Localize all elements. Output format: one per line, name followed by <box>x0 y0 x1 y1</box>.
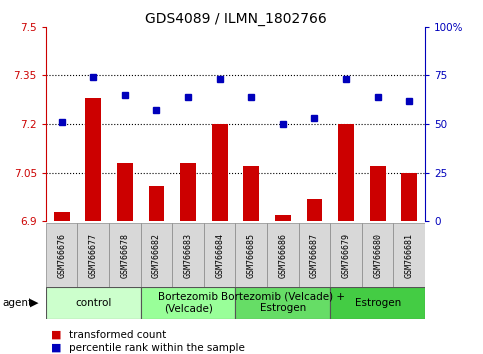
Text: Estrogen: Estrogen <box>355 298 401 308</box>
Bar <box>180 163 196 221</box>
FancyBboxPatch shape <box>362 223 394 289</box>
FancyBboxPatch shape <box>46 287 141 319</box>
Text: ■: ■ <box>51 330 61 339</box>
Text: Bortezomib
(Velcade): Bortezomib (Velcade) <box>158 292 218 314</box>
Bar <box>243 166 259 221</box>
FancyBboxPatch shape <box>141 287 236 319</box>
Text: GSM766680: GSM766680 <box>373 233 382 278</box>
FancyBboxPatch shape <box>109 223 141 289</box>
Text: percentile rank within the sample: percentile rank within the sample <box>69 343 245 353</box>
Text: GSM766685: GSM766685 <box>247 233 256 278</box>
Text: control: control <box>75 298 112 308</box>
Text: ■: ■ <box>51 343 61 353</box>
Bar <box>401 173 417 221</box>
FancyBboxPatch shape <box>172 223 204 289</box>
FancyBboxPatch shape <box>236 287 330 319</box>
Text: GSM766678: GSM766678 <box>120 233 129 278</box>
FancyBboxPatch shape <box>46 223 77 289</box>
Text: GSM766681: GSM766681 <box>405 233 414 278</box>
Text: Bortezomib (Velcade) +
Estrogen: Bortezomib (Velcade) + Estrogen <box>221 292 345 314</box>
Bar <box>85 98 101 221</box>
Bar <box>117 163 133 221</box>
FancyBboxPatch shape <box>330 223 362 289</box>
FancyBboxPatch shape <box>204 223 236 289</box>
Text: GSM766677: GSM766677 <box>89 233 98 278</box>
FancyBboxPatch shape <box>77 223 109 289</box>
Bar <box>54 212 70 221</box>
Title: GDS4089 / ILMN_1802766: GDS4089 / ILMN_1802766 <box>144 12 327 25</box>
Text: GSM766676: GSM766676 <box>57 233 66 278</box>
Text: GSM766684: GSM766684 <box>215 233 224 278</box>
Bar <box>275 215 291 221</box>
FancyBboxPatch shape <box>394 223 425 289</box>
Text: GSM766687: GSM766687 <box>310 233 319 278</box>
Text: transformed count: transformed count <box>69 330 166 339</box>
Bar <box>212 124 227 221</box>
FancyBboxPatch shape <box>236 223 267 289</box>
Text: GSM766679: GSM766679 <box>341 233 351 278</box>
Text: GSM766683: GSM766683 <box>184 233 193 278</box>
Text: agent: agent <box>2 298 32 308</box>
Text: GSM766686: GSM766686 <box>278 233 287 278</box>
Bar <box>149 185 164 221</box>
FancyBboxPatch shape <box>330 287 425 319</box>
Text: ▶: ▶ <box>30 298 39 308</box>
FancyBboxPatch shape <box>298 223 330 289</box>
FancyBboxPatch shape <box>141 223 172 289</box>
Text: GSM766682: GSM766682 <box>152 233 161 278</box>
FancyBboxPatch shape <box>267 223 298 289</box>
Bar <box>370 166 385 221</box>
Bar <box>338 124 354 221</box>
Bar <box>307 199 322 221</box>
